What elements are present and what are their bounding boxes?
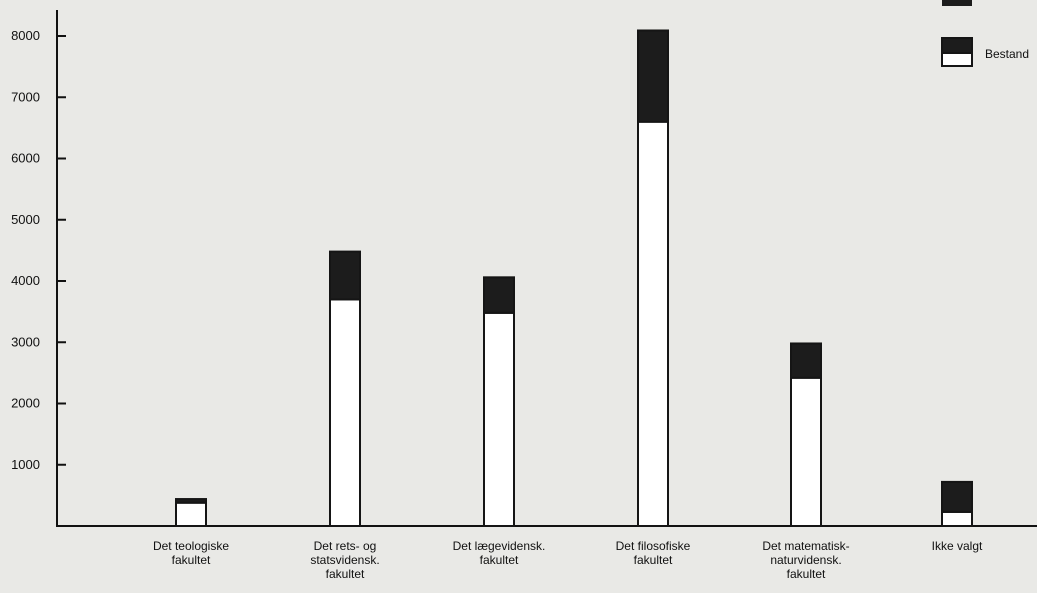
bar-segment-2-4 (790, 342, 822, 379)
legend-swatch-bestand (941, 52, 973, 67)
bar-bestand-3 (637, 120, 669, 527)
bars (175, 29, 973, 528)
bar-bestand-5 (941, 510, 973, 528)
bar-bestand-1 (329, 298, 361, 527)
y-tick-label: 6000 (11, 151, 40, 166)
bar-segment-2-2 (483, 276, 515, 314)
legend-swatch-top (941, 37, 973, 54)
x-tick-label: naturvidensk. (770, 553, 841, 567)
axes: 1000 2000 3000 4000 5000 6000 7000 8000 (11, 10, 1037, 527)
x-tick-label: Det rets- og (314, 539, 377, 553)
bar-segment-2-0 (175, 498, 207, 504)
x-tick-label: Det teologiske (153, 539, 229, 553)
x-tick-label: fakultet (634, 553, 673, 567)
x-tick-label: Ikke valgt (932, 539, 983, 553)
bar-segment-2-1 (329, 250, 361, 301)
x-tick-label: fakultet (172, 553, 211, 567)
y-tick-label: 7000 (11, 89, 40, 104)
y-tick-label: 2000 (11, 396, 40, 411)
x-tick-label: Det filosofiske (616, 539, 691, 553)
y-tick-label: 5000 (11, 212, 40, 227)
bar-bestand-4 (790, 376, 822, 527)
x-tick-label: fakultet (326, 567, 365, 581)
x-tick-label: fakultet (480, 553, 519, 567)
x-tick-label: Det lægevidensk. (453, 539, 546, 553)
bar-segment-2-5 (941, 480, 973, 513)
y-tick-label: 4000 (11, 273, 40, 288)
x-tick-label: Det matematisk- (762, 539, 849, 553)
y-tick-label: 1000 (11, 457, 40, 472)
legend-swatch-series-2 (942, 0, 972, 6)
legend-label-bestand: Bestand (985, 47, 1029, 61)
y-tick-label: 8000 (11, 28, 40, 43)
y-tick-label: 3000 (11, 334, 40, 349)
bar-bestand-0 (175, 501, 207, 528)
x-tick-label: statsvidensk. (310, 553, 379, 567)
bar-segment-2-3 (637, 29, 669, 123)
x-tick-label: fakultet (787, 567, 826, 581)
bar-bestand-2 (483, 311, 515, 527)
legend: Bestand (941, 0, 1029, 67)
